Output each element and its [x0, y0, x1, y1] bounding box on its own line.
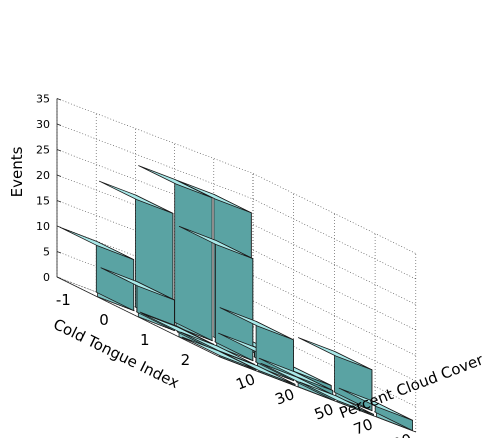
z-tick-label: 0	[43, 271, 50, 284]
gridline-z	[56, 225, 416, 382]
gridline-z	[56, 149, 416, 305]
bar-top-face	[221, 351, 296, 385]
gridline-z	[56, 123, 416, 280]
z-tick	[56, 251, 62, 254]
z-tick-label: 30	[36, 118, 50, 131]
gridline-z	[56, 98, 416, 254]
z-tick-label: 15	[36, 195, 50, 208]
z-tick-label: 25	[36, 144, 50, 157]
bar-top-face	[258, 357, 334, 391]
z-tick	[56, 123, 62, 126]
bar-top-face	[178, 225, 254, 260]
x-tick-label: 70	[351, 415, 375, 438]
z-tick-label: 35	[36, 93, 50, 106]
x-tick-label: 50	[312, 400, 336, 424]
bar-top-face	[297, 337, 373, 371]
x-axis-line	[219, 356, 416, 433]
bar-top-face	[177, 180, 252, 214]
z-tick	[56, 174, 62, 177]
bar-side-face	[174, 178, 213, 342]
z-axis-label: Events	[8, 146, 26, 197]
bar-top-face	[299, 381, 374, 415]
z-tick-label: 10	[36, 220, 50, 233]
bar-top-face	[99, 180, 174, 214]
y-tick-label: 2	[181, 351, 191, 369]
x-tick-label: 10	[233, 370, 257, 394]
z-tick-label: 20	[36, 169, 50, 182]
z-tick	[56, 200, 62, 203]
gridline-z	[56, 200, 416, 356]
bar-top-face	[100, 267, 175, 301]
bar-top-face	[338, 387, 414, 421]
gridline-z	[56, 174, 416, 331]
y-tick-label: -1	[56, 291, 71, 309]
z-tick-label: 5	[43, 246, 50, 259]
gridline-floor-y	[56, 276, 254, 353]
y-axis-line	[56, 276, 220, 358]
bar-top-face	[59, 226, 135, 261]
bar-side-face	[214, 239, 254, 362]
y-axis-label: Cold Tongue Index	[50, 315, 182, 392]
x-tick-label: 30	[273, 385, 297, 409]
y-tick-label: 0	[99, 311, 109, 329]
x-tick-label: 90	[390, 430, 414, 438]
y-tick-label: 1	[140, 331, 150, 349]
z-tick	[56, 149, 62, 152]
z-tick	[56, 98, 62, 101]
bar-top-face	[219, 307, 294, 341]
